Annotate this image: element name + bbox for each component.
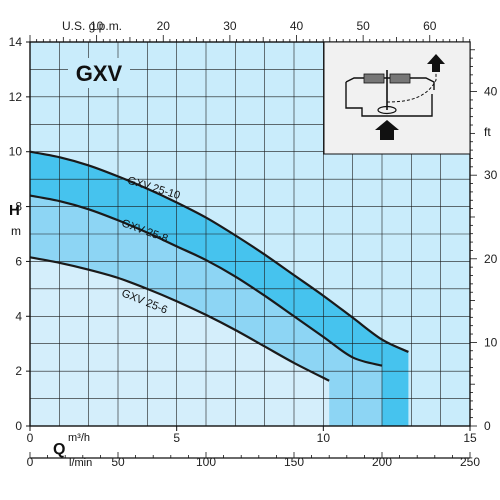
bottom-axis-tick-label: 5 — [173, 431, 180, 445]
right-axis-tick-label: 0 — [484, 419, 491, 433]
bottom-axis-tick-label: 10 — [317, 431, 331, 445]
pump-inset-panel — [323, 41, 471, 155]
top-axis-tick-label: 50 — [356, 19, 370, 33]
bottom-axis-tick-label: 0 — [27, 431, 34, 445]
top-axis-tick-label: 40 — [290, 19, 304, 33]
top-axis-tick-label: 60 — [423, 19, 437, 33]
left-axis-tick-label: 0 — [15, 419, 22, 433]
right-axis-tick-label: 30 — [484, 168, 498, 182]
top-axis-tick-label: 30 — [223, 19, 237, 33]
left-axis-unit: m — [11, 224, 21, 238]
right-axis-tick-label: 20 — [484, 252, 498, 266]
impeller-right — [389, 73, 411, 84]
pump-cross-section-icon — [345, 54, 445, 140]
bottom-axis-unit-secondary: l/min — [69, 457, 92, 469]
pump-cover-outline — [345, 77, 435, 90]
left-axis-tick-label: 10 — [9, 145, 23, 159]
chart-title: GXV — [76, 61, 123, 86]
bottom-axis-tick-label: 15 — [463, 431, 477, 445]
curve-gxv-25-10 — [29, 150, 409, 353]
secondary-axis-tick-label: 0 — [27, 455, 34, 469]
secondary-axis-tick-label: 150 — [284, 455, 304, 469]
title-box — [68, 58, 130, 88]
outlet-arrow-icon — [427, 54, 445, 72]
top-axis-tick-label: 10 — [90, 19, 104, 33]
pump-body-outline — [345, 82, 433, 117]
left-axis-title: H — [9, 202, 20, 219]
bottom-axis-title: Q — [53, 441, 65, 458]
area-gxv-25-6 — [30, 257, 330, 426]
bottom-axis-unit-primary: m³/h — [68, 432, 90, 444]
left-axis-tick-label: 4 — [15, 309, 22, 323]
curve-gxv-25-8 — [29, 194, 383, 367]
inlet-arrow-icon — [375, 120, 399, 140]
right-axis-title: ft — [484, 125, 491, 139]
secondary-axis-tick-label: 50 — [111, 455, 125, 469]
impeller-left — [363, 73, 385, 84]
secondary-axis-tick-label: 250 — [460, 455, 480, 469]
left-axis-tick-label: 6 — [15, 254, 22, 268]
pump-inlet-ring — [377, 105, 397, 115]
top-axis-title: U.S. g.p.m. — [62, 19, 122, 33]
flow-path-dashed — [386, 68, 437, 103]
right-axis-tick-label: 40 — [484, 85, 498, 99]
secondary-axis-tick-label: 200 — [372, 455, 392, 469]
left-axis-tick-label: 14 — [9, 35, 23, 49]
left-axis-tick-label: 12 — [9, 90, 23, 104]
curve-gxv-25-6 — [29, 256, 330, 382]
left-axis-tick-label: 8 — [15, 200, 22, 214]
secondary-axis-tick-label: 100 — [196, 455, 216, 469]
left-axis-tick-label: 2 — [15, 364, 22, 378]
top-axis-tick-label: 20 — [157, 19, 171, 33]
right-axis-tick-label: 10 — [484, 335, 498, 349]
